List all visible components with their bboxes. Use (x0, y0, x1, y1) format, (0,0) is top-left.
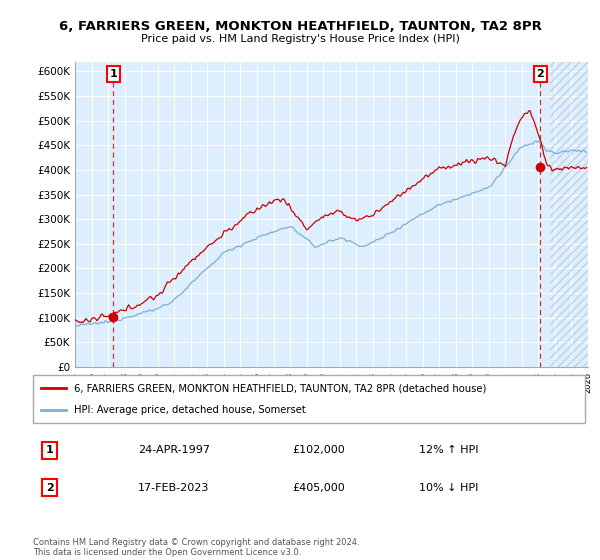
Text: 6, FARRIERS GREEN, MONKTON HEATHFIELD, TAUNTON, TA2 8PR (detached house): 6, FARRIERS GREEN, MONKTON HEATHFIELD, T… (74, 383, 487, 393)
Text: Contains HM Land Registry data © Crown copyright and database right 2024.
This d: Contains HM Land Registry data © Crown c… (33, 538, 359, 557)
Text: 1: 1 (109, 69, 117, 79)
Text: 12% ↑ HPI: 12% ↑ HPI (419, 445, 479, 455)
Text: 1: 1 (46, 445, 53, 455)
Text: Price paid vs. HM Land Registry's House Price Index (HPI): Price paid vs. HM Land Registry's House … (140, 34, 460, 44)
Text: 24-APR-1997: 24-APR-1997 (138, 445, 210, 455)
Text: HPI: Average price, detached house, Somerset: HPI: Average price, detached house, Some… (74, 405, 306, 415)
Text: 6, FARRIERS GREEN, MONKTON HEATHFIELD, TAUNTON, TA2 8PR: 6, FARRIERS GREEN, MONKTON HEATHFIELD, T… (59, 20, 541, 32)
Text: £102,000: £102,000 (292, 445, 345, 455)
Text: 17-FEB-2023: 17-FEB-2023 (138, 483, 209, 493)
Polygon shape (550, 62, 588, 367)
Text: £405,000: £405,000 (292, 483, 345, 493)
Text: 2: 2 (536, 69, 544, 79)
Text: 10% ↓ HPI: 10% ↓ HPI (419, 483, 479, 493)
Text: 2: 2 (46, 483, 53, 493)
